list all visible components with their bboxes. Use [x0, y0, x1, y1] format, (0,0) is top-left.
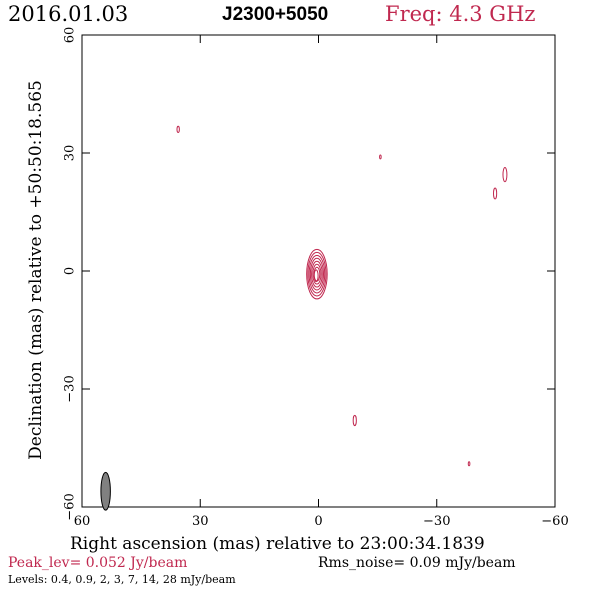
y-tick-label: −30: [63, 375, 78, 402]
frequency-label: Freq: 4.3 GHz: [385, 2, 536, 26]
y-tick-label: 0: [63, 267, 78, 275]
observation-date: 2016.01.03: [8, 2, 129, 26]
contour-0-level-6: [313, 266, 321, 282]
y-axis-label: Declination (mas) relative to +50:50:18.…: [26, 80, 46, 460]
contour-2-level-0: [176, 125, 180, 134]
contour-0-level-4: [311, 260, 323, 288]
beam-ellipse: [100, 471, 111, 511]
x-tick-label: 60: [74, 514, 91, 529]
contour-0-level-2: [308, 254, 326, 294]
x-axis-label: Right ascension (mas) relative to 23:00:…: [70, 534, 485, 554]
plot-frame: [81, 34, 556, 508]
contour-7-level-0: [467, 461, 471, 467]
y-tick-label: 30: [63, 145, 78, 162]
source-name: J2300+5050: [222, 4, 329, 25]
contour-6-level-0: [352, 414, 357, 427]
peak-level: Peak_lev= 0.052 Jy/beam: [8, 555, 188, 571]
contour-levels: Levels: 0.4, 0.9, 2, 3, 7, 14, 28 mJy/be…: [8, 573, 236, 586]
contour-3-level-0: [379, 154, 382, 160]
axis-ticks: [81, 34, 556, 508]
contour-4-level-0: [502, 167, 508, 183]
x-tick-label: 30: [192, 514, 209, 529]
contour-0-level-0: [306, 248, 328, 300]
rms-noise: Rms_noise= 0.09 mJy/beam: [318, 555, 516, 571]
x-tick-label: −30: [423, 514, 450, 529]
contour-1-level-0: [313, 269, 319, 283]
x-tick-label: −60: [541, 514, 568, 529]
x-tick-label: 0: [314, 514, 322, 529]
y-tick-label: −60: [63, 493, 78, 520]
contours: [176, 125, 508, 467]
contour-0-level-3: [309, 257, 324, 291]
y-tick-label: 60: [63, 27, 78, 44]
plot-border: [81, 34, 556, 508]
tick-labels: 60 30 0 −30 −60 −60 −30 0 30 60: [63, 27, 569, 529]
contour-0-level-5: [312, 263, 322, 285]
contour-0-level-1: [307, 251, 327, 297]
beam: [100, 471, 111, 511]
contour-5-level-0: [493, 187, 498, 200]
